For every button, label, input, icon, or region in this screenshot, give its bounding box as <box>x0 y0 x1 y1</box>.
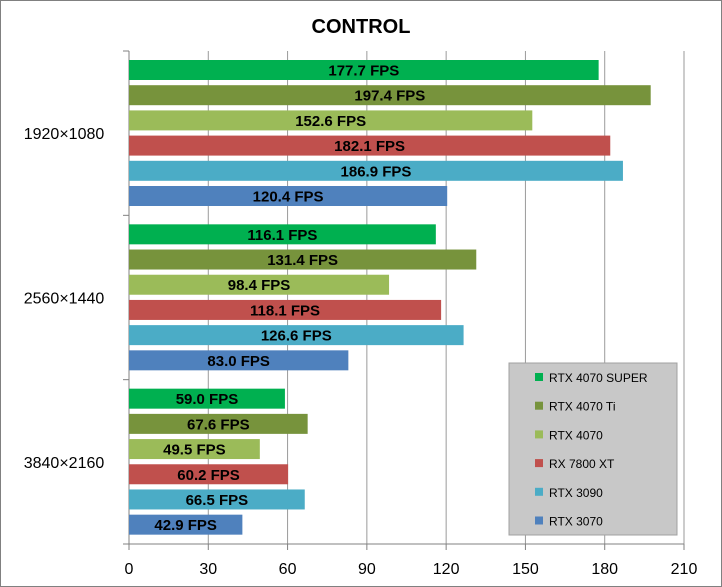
legend-label: RTX 4070 Ti <box>549 400 615 414</box>
data-label: 120.4 FPS <box>253 189 324 206</box>
bar <box>129 60 599 80</box>
axes <box>123 50 685 550</box>
legend-swatch <box>535 401 543 410</box>
bar <box>129 413 308 434</box>
data-labels: 177.7 FPS 197.4 FPS 152.6 FPS 182.1 FPS 186.… <box>154 63 425 535</box>
data-label: 42.9 FPS <box>154 517 217 534</box>
data-label: 152.6 FPS <box>295 113 366 130</box>
data-label: 182.1 FPS <box>334 138 405 155</box>
gridlines <box>207 51 685 544</box>
legend-label: RX 7800 XT <box>549 457 615 471</box>
bar <box>129 350 349 371</box>
bar <box>129 135 611 156</box>
legend-label: RTX 3070 <box>549 515 603 529</box>
category-label: 3840×2160 <box>24 455 105 472</box>
data-label: 98.4 FPS <box>228 277 291 294</box>
bar <box>129 464 289 485</box>
bar <box>129 160 623 181</box>
x-tick-label: 30 <box>199 561 217 578</box>
x-tick-label: 120 <box>433 561 460 578</box>
bar <box>129 489 305 510</box>
legend-label: RTX 3090 <box>549 486 603 500</box>
category-label: 1920×1080 <box>24 126 105 143</box>
x-tick-label: 150 <box>512 561 539 578</box>
data-label: 126.6 FPS <box>261 328 332 345</box>
x-tick-label: 60 <box>279 561 297 578</box>
legend-label: RTX 4070 SUPER <box>549 371 648 385</box>
legend-swatch <box>535 459 543 468</box>
data-label: 66.5 FPS <box>186 492 249 509</box>
legend-swatch <box>535 516 543 525</box>
bar <box>129 274 390 295</box>
x-tick-label: 210 <box>671 561 698 578</box>
bar <box>129 299 442 320</box>
data-label: 197.4 FPS <box>354 88 425 105</box>
chart-title: CONTROL <box>312 16 411 38</box>
bar <box>129 110 533 131</box>
data-label: 116.1 FPS <box>247 227 317 244</box>
bar <box>129 249 477 270</box>
x-tick-label: 0 <box>125 561 134 578</box>
data-label: 83.0 FPS <box>207 353 270 370</box>
legend-label: RTX 4070 <box>549 428 603 442</box>
bar <box>129 186 448 206</box>
bar <box>129 514 243 535</box>
x-tick-label: 90 <box>358 561 376 578</box>
data-label: 131.4 FPS <box>267 252 338 269</box>
bar <box>129 439 260 460</box>
x-tick-labels: 0 30 60 90 120 150 180 210 <box>125 561 698 578</box>
data-label: 118.1 FPS <box>250 302 320 319</box>
data-label: 186.9 FPS <box>341 163 412 180</box>
category-labels: 1920×1080 2560×1440 3840×2160 <box>24 126 105 472</box>
bar <box>129 224 436 245</box>
bars <box>129 60 651 535</box>
category-label: 2560×1440 <box>24 291 105 308</box>
data-label: 177.7 FPS <box>328 63 399 80</box>
data-label: 67.6 FPS <box>187 416 250 433</box>
legend: RTX 4070 SUPER RTX 4070 Ti RTX 4070 RX 7800… <box>508 362 678 536</box>
data-label: 60.2 FPS <box>177 467 240 484</box>
bar <box>129 85 651 106</box>
data-label: 49.5 FPS <box>163 442 226 459</box>
bar <box>129 325 464 346</box>
legend-swatch <box>535 373 543 381</box>
legend-swatch <box>535 487 543 496</box>
legend-box <box>508 362 678 536</box>
legend-swatch <box>535 430 543 439</box>
bar <box>129 388 285 409</box>
x-tick-label: 180 <box>591 561 618 578</box>
data-label: 59.0 FPS <box>176 391 239 408</box>
